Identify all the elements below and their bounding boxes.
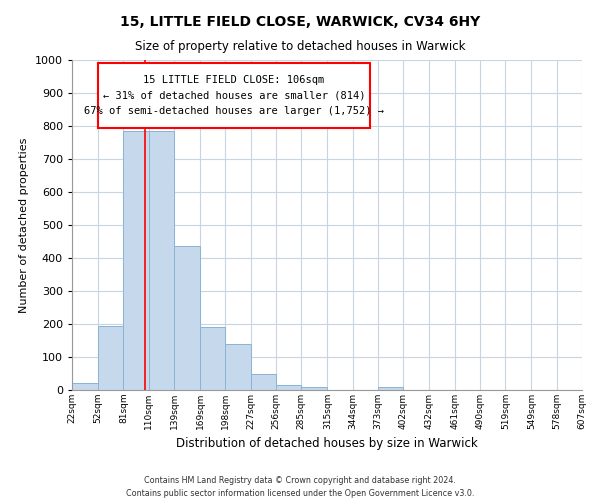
Y-axis label: Number of detached properties: Number of detached properties: [19, 138, 29, 312]
Bar: [301, 386, 328, 390]
Bar: [378, 386, 403, 390]
Text: 15 LITTLE FIELD CLOSE: 106sqm
← 31% of detached houses are smaller (814)
67% of : 15 LITTLE FIELD CLOSE: 106sqm ← 31% of d…: [84, 75, 384, 116]
Text: 15, LITTLE FIELD CLOSE, WARWICK, CV34 6HY: 15, LITTLE FIELD CLOSE, WARWICK, CV34 6H…: [120, 15, 480, 29]
Bar: [72, 384, 98, 390]
Bar: [149, 131, 174, 390]
Bar: [276, 385, 301, 390]
X-axis label: Distribution of detached houses by size in Warwick: Distribution of detached houses by size …: [176, 438, 478, 450]
Bar: [226, 344, 251, 390]
Bar: [174, 246, 200, 390]
Bar: [251, 374, 276, 390]
FancyBboxPatch shape: [97, 64, 370, 128]
Text: Contains HM Land Registry data © Crown copyright and database right 2024.
Contai: Contains HM Land Registry data © Crown c…: [126, 476, 474, 498]
Bar: [200, 328, 226, 390]
Bar: [124, 131, 149, 390]
Bar: [98, 326, 124, 390]
Text: Size of property relative to detached houses in Warwick: Size of property relative to detached ho…: [135, 40, 465, 53]
